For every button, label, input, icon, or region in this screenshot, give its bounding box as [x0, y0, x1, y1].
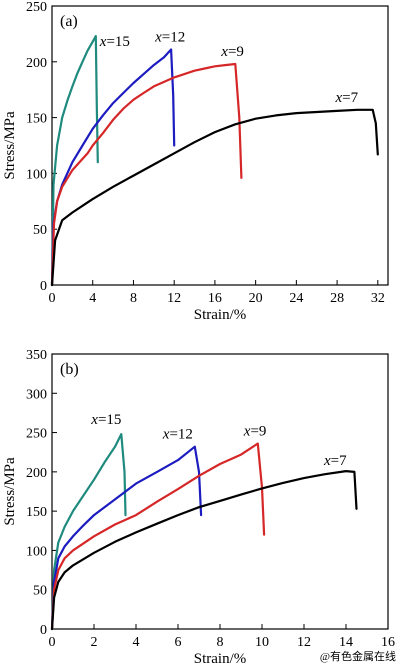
plot-frame	[51, 5, 389, 286]
x-tick-label: 8	[130, 291, 137, 306]
panel-label: (a)	[60, 13, 78, 30]
x-tick-label: 20	[249, 291, 263, 306]
curve-label-variable: x	[243, 424, 251, 440]
y-tick-label: 100	[26, 544, 47, 559]
y-axis-label: Stress/MPa	[2, 111, 18, 180]
curve-label-value: =9	[228, 44, 244, 60]
x-tick-label: 24	[289, 291, 303, 306]
x-tick-label: 6	[175, 635, 182, 650]
curve-label-value: =15	[98, 412, 121, 428]
curve-label: x=7	[334, 90, 358, 106]
curve-label-variable: x	[154, 30, 162, 46]
y-tick-label: 100	[26, 167, 47, 182]
curve-label: x=12	[154, 30, 185, 46]
watermark-text: @有色金属在线	[320, 649, 396, 663]
curve-label: x=12	[162, 427, 193, 443]
y-tick-label: 300	[26, 387, 47, 402]
x-tick-label: 12	[167, 291, 181, 306]
panel-label: (b)	[60, 361, 79, 378]
curve-label: x=7	[323, 453, 347, 469]
curve-label: x=15	[99, 34, 130, 50]
plot-frame	[51, 353, 389, 630]
curve-label-variable: x	[220, 44, 228, 60]
x-tick-label: 16	[381, 635, 395, 650]
x-tick-label: 28	[330, 291, 344, 306]
y-tick-label: 150	[26, 505, 47, 520]
x-tick-label: 12	[297, 635, 311, 650]
y-tick-label: 50	[33, 584, 47, 599]
series-line-x9	[50, 442, 266, 631]
curve-label-value: =12	[169, 427, 192, 443]
x-tick-label: 4	[133, 635, 140, 650]
y-tick-label: 350	[26, 348, 47, 363]
x-tick-label: 10	[255, 635, 269, 650]
y-tick-label: 0	[40, 623, 47, 638]
y-tick-label: 250	[26, 427, 47, 442]
curve-label-variable: x	[90, 412, 98, 428]
y-axis-label: Stress/MPa	[2, 457, 18, 526]
curve-label-value: =7	[331, 453, 347, 469]
x-tick-label: 0	[49, 635, 56, 650]
curve-label-value: =12	[162, 30, 185, 46]
curve-label-variable: x	[334, 90, 342, 106]
y-tick-label: 50	[33, 223, 47, 238]
curve-label-variable: x	[323, 453, 331, 469]
curve-label-variable: x	[162, 427, 170, 443]
x-tick-label: 0	[49, 291, 56, 306]
panel-a: 0 4 8 12 16 20 24 28 32 0 50 100 150 200 250 Strain/% St…	[2, 0, 389, 323]
x-tick-label: 2	[91, 635, 98, 650]
x-tick-label: 14	[339, 635, 353, 650]
curve-label-value: =15	[106, 34, 129, 50]
x-tick-label: 32	[371, 291, 385, 306]
curve-label-value: =7	[342, 90, 358, 106]
x-tick-label: 4	[89, 291, 96, 306]
x-tick-label: 16	[208, 291, 222, 306]
curve-label: x=9	[220, 44, 244, 60]
series-line-x7	[50, 470, 358, 631]
x-axis-label: Strain/%	[194, 651, 247, 666]
series-line-x15	[50, 35, 99, 287]
y-tick-label: 250	[26, 0, 47, 15]
panel-b: 0 2 4 6 8 10 12 14 16 0 50 100 150 200 250 300 350 Strain…	[2, 348, 395, 666]
y-tick-label: 150	[26, 112, 47, 127]
curve-label: x=9	[243, 424, 267, 440]
curve-label-variable: x	[99, 34, 107, 50]
y-tick-label: 200	[26, 56, 47, 71]
series-line-x15	[50, 433, 127, 631]
y-tick-label: 200	[26, 466, 47, 481]
curve-label: x=15	[90, 412, 121, 428]
x-axis-label: Strain/%	[194, 307, 247, 323]
series-line-x9	[50, 62, 243, 287]
curve-label-value: =9	[250, 424, 266, 440]
series-line-x12	[50, 445, 203, 631]
x-tick-label: 8	[217, 635, 224, 650]
y-tick-label: 0	[40, 279, 47, 294]
series-line-x7	[50, 108, 379, 287]
